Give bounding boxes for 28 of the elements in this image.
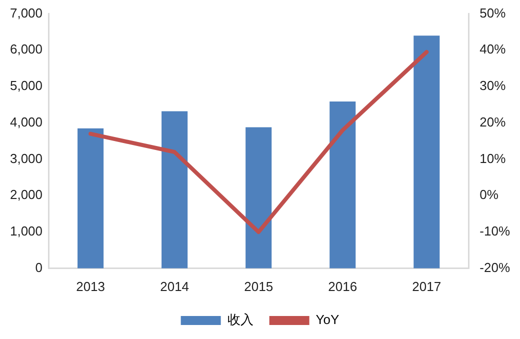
y2-tick-label: 0%: [480, 187, 499, 202]
y-tick-label: 1,000: [10, 224, 43, 239]
y2-tick-label: 30%: [480, 78, 506, 94]
y-tick-label: 5,000: [10, 78, 43, 94]
x-tick-label: 2016: [328, 278, 358, 294]
legend-label: YoY: [316, 312, 340, 328]
y2-tick-label: 20%: [480, 114, 506, 130]
y2-tick-label: -10%: [480, 224, 510, 239]
bar: [78, 128, 104, 268]
y2-tick-label: 50%: [480, 5, 506, 20]
x-tick-label: 2014: [160, 278, 190, 294]
y-tick-label: 7,000: [10, 5, 43, 20]
bar: [246, 127, 272, 268]
y2-tick-label: 10%: [480, 150, 506, 166]
x-tick-label: 2015: [244, 278, 274, 294]
bar: [162, 111, 188, 268]
x-tick-label: 2017: [412, 278, 442, 294]
y-tick-label: 6,000: [10, 42, 43, 57]
y2-tick-label: -20%: [480, 260, 510, 275]
y-tick-label: 0: [35, 260, 43, 275]
y-tick-label: 2,000: [10, 187, 43, 202]
legend-label: 收入: [227, 312, 254, 328]
bar: [414, 36, 440, 268]
bar: [330, 101, 356, 268]
y-tick-label: 3,000: [10, 150, 43, 166]
y-tick-label: 4,000: [10, 114, 43, 130]
x-tick-label: 2013: [76, 278, 106, 294]
y2-tick-label: 40%: [480, 42, 506, 57]
